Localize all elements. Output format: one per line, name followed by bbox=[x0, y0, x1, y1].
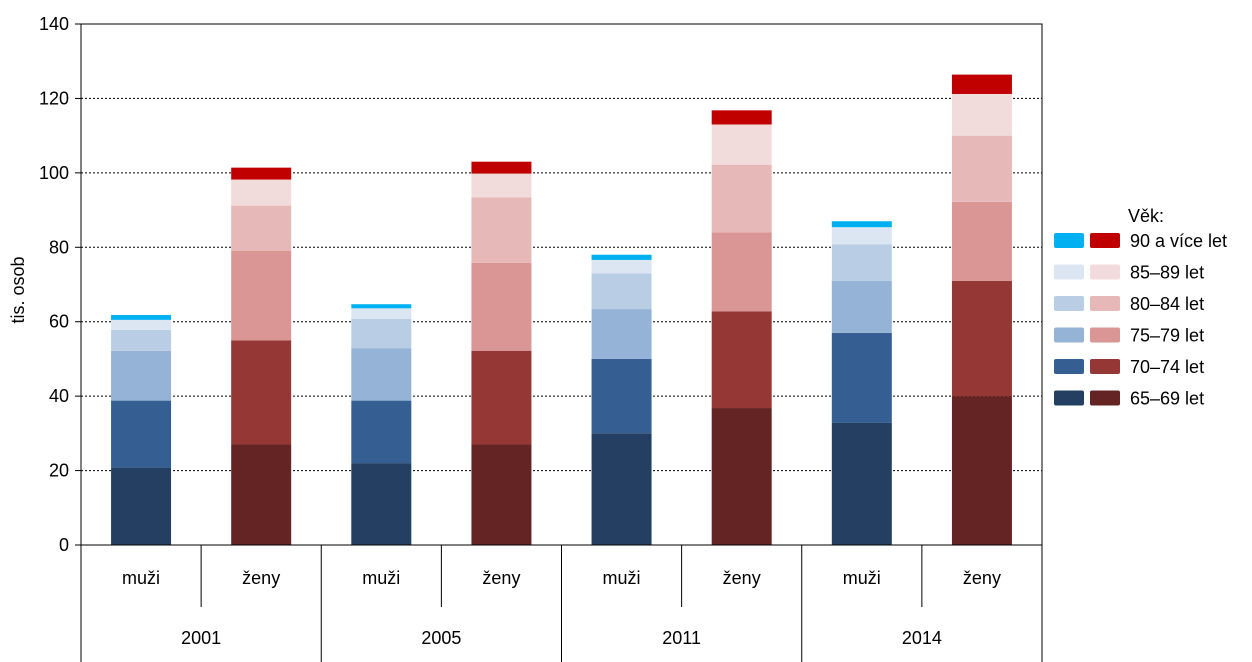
bar-segment-2011-muzi-4 bbox=[591, 259, 652, 274]
x-year-label: 2001 bbox=[181, 628, 221, 648]
legend: Věk: 90 a více let 85–89 let 80–84 let 75–7… bbox=[1054, 206, 1227, 409]
y-tick-labels: 0 20 40 60 80 100 120 140 bbox=[39, 14, 69, 555]
bar-segment-2005-zeny-1 bbox=[471, 350, 532, 445]
bar-segment-2014-muzi-2 bbox=[831, 280, 892, 333]
y-tick-label: 80 bbox=[49, 237, 69, 257]
plot-frame bbox=[80, 23, 1043, 546]
y-tick-label: 20 bbox=[49, 461, 69, 481]
x-category-label: ženy bbox=[482, 568, 520, 588]
bar-segment-2001-muzi-1 bbox=[111, 400, 172, 468]
bar-segment-2014-zeny-5 bbox=[951, 74, 1012, 94]
bar-segment-2011-muzi-2 bbox=[591, 309, 652, 359]
legend-label: 65–69 let bbox=[1130, 389, 1204, 409]
bar-segment-2011-zeny-4 bbox=[711, 124, 772, 165]
y-tick-label: 100 bbox=[39, 163, 69, 183]
legend-swatch-zeny bbox=[1090, 390, 1120, 406]
bar-segment-2001-muzi-4 bbox=[111, 319, 172, 330]
bar-segment-2014-muzi-3 bbox=[831, 244, 892, 281]
x-category-label: muži bbox=[362, 568, 400, 588]
bar-segment-2001-zeny-3 bbox=[231, 205, 292, 252]
legend-title: Věk: bbox=[1128, 206, 1164, 226]
bar-segment-2005-zeny-0 bbox=[471, 444, 532, 545]
bar-segment-2005-zeny-4 bbox=[471, 173, 532, 198]
bar-segment-2005-muzi-5 bbox=[351, 304, 412, 309]
legend-swatch-muzi bbox=[1054, 264, 1084, 280]
bar-segment-2005-zeny-3 bbox=[471, 197, 532, 263]
bar-segment-2001-muzi-5 bbox=[111, 315, 172, 320]
legend-label: 80–84 let bbox=[1130, 294, 1204, 314]
x-year-label: 2011 bbox=[662, 628, 701, 648]
bar-segment-2005-zeny-5 bbox=[471, 161, 532, 174]
legend-swatch-muzi bbox=[1054, 296, 1084, 311]
x-category-label: muži bbox=[603, 568, 641, 588]
bar-segment-2001-muzi-2 bbox=[111, 350, 172, 401]
bar-segment-2011-zeny-3 bbox=[711, 164, 772, 233]
bar-segment-2011-zeny-0 bbox=[711, 408, 772, 545]
y-tick-label: 60 bbox=[49, 312, 69, 332]
legend-swatch-muzi bbox=[1054, 390, 1084, 406]
bar-segment-2005-zeny-2 bbox=[471, 262, 532, 351]
grid-lines bbox=[81, 97, 1042, 472]
bar-segment-2014-muzi-0 bbox=[831, 422, 892, 545]
bar-segment-2014-muzi-4 bbox=[831, 227, 892, 245]
legend-label: 90 a více let bbox=[1130, 231, 1227, 251]
y-axis-label: tis. osob bbox=[8, 256, 28, 323]
x-category-label: ženy bbox=[963, 568, 1001, 588]
y-tick-label: 40 bbox=[49, 386, 69, 406]
bar-segment-2001-zeny-2 bbox=[231, 251, 292, 341]
y-tick-label: 0 bbox=[59, 535, 69, 555]
x-year-label: 2014 bbox=[902, 628, 942, 648]
legend-label: 70–74 let bbox=[1130, 357, 1204, 377]
bar-segment-2001-zeny-4 bbox=[231, 179, 292, 206]
bar-segment-2014-zeny-2 bbox=[951, 201, 1012, 281]
legend-label: 85–89 let bbox=[1130, 263, 1204, 283]
x-category-label: ženy bbox=[723, 568, 761, 588]
x-category-label: ženy bbox=[242, 568, 280, 588]
x-year-label: 2005 bbox=[421, 628, 461, 648]
legend-swatch-muzi bbox=[1054, 327, 1084, 343]
bar-segment-2001-muzi-3 bbox=[111, 329, 172, 351]
bar-segment-2001-muzi-0 bbox=[111, 467, 172, 545]
legend-swatch-zeny bbox=[1090, 359, 1120, 374]
x-category-labels: muži ženy muži ženy muži ženy muži ženy 2001 2005… bbox=[122, 568, 1001, 648]
bar-segment-2005-muzi-3 bbox=[351, 318, 412, 349]
legend-label: 75–79 let bbox=[1130, 326, 1204, 346]
bar-segment-2005-muzi-1 bbox=[351, 400, 412, 464]
bar-segment-2005-muzi-4 bbox=[351, 308, 412, 319]
bar-segment-2014-zeny-0 bbox=[951, 396, 1012, 545]
bar-segment-2011-zeny-5 bbox=[711, 110, 772, 125]
bar-segment-2014-zeny-3 bbox=[951, 135, 1012, 202]
y-tick-label: 120 bbox=[39, 88, 69, 108]
bar-segment-2011-muzi-1 bbox=[591, 358, 652, 434]
x-category-label: muži bbox=[843, 568, 881, 588]
bar-segment-2001-zeny-0 bbox=[231, 444, 292, 545]
legend-swatch-zeny bbox=[1090, 327, 1120, 343]
axes bbox=[75, 23, 1043, 662]
bar-segment-2001-zeny-1 bbox=[231, 340, 292, 445]
y-tick-label: 140 bbox=[39, 14, 69, 34]
legend-swatch-zeny bbox=[1090, 296, 1120, 311]
bar-segment-2014-zeny-4 bbox=[951, 93, 1012, 136]
bar-segment-2011-muzi-5 bbox=[591, 254, 652, 260]
bar-segment-2011-zeny-1 bbox=[711, 311, 772, 409]
legend-swatch-muzi bbox=[1054, 233, 1084, 248]
bars bbox=[111, 74, 1012, 545]
bar-segment-2005-muzi-0 bbox=[351, 463, 412, 545]
x-category-label: muži bbox=[122, 568, 160, 588]
bar-segment-2011-muzi-0 bbox=[591, 433, 652, 545]
bar-segment-2005-muzi-2 bbox=[351, 348, 412, 401]
bar-segment-2011-muzi-3 bbox=[591, 273, 652, 310]
bar-segment-2014-zeny-1 bbox=[951, 280, 1012, 397]
legend-swatch-muzi bbox=[1054, 359, 1084, 374]
bar-segment-2011-zeny-2 bbox=[711, 232, 772, 312]
bar-segment-2014-muzi-1 bbox=[831, 332, 892, 423]
bar-segment-2001-zeny-5 bbox=[231, 167, 292, 180]
bar-segment-2014-muzi-5 bbox=[831, 221, 892, 228]
legend-swatch-zeny bbox=[1090, 233, 1120, 248]
legend-swatch-zeny bbox=[1090, 264, 1120, 280]
